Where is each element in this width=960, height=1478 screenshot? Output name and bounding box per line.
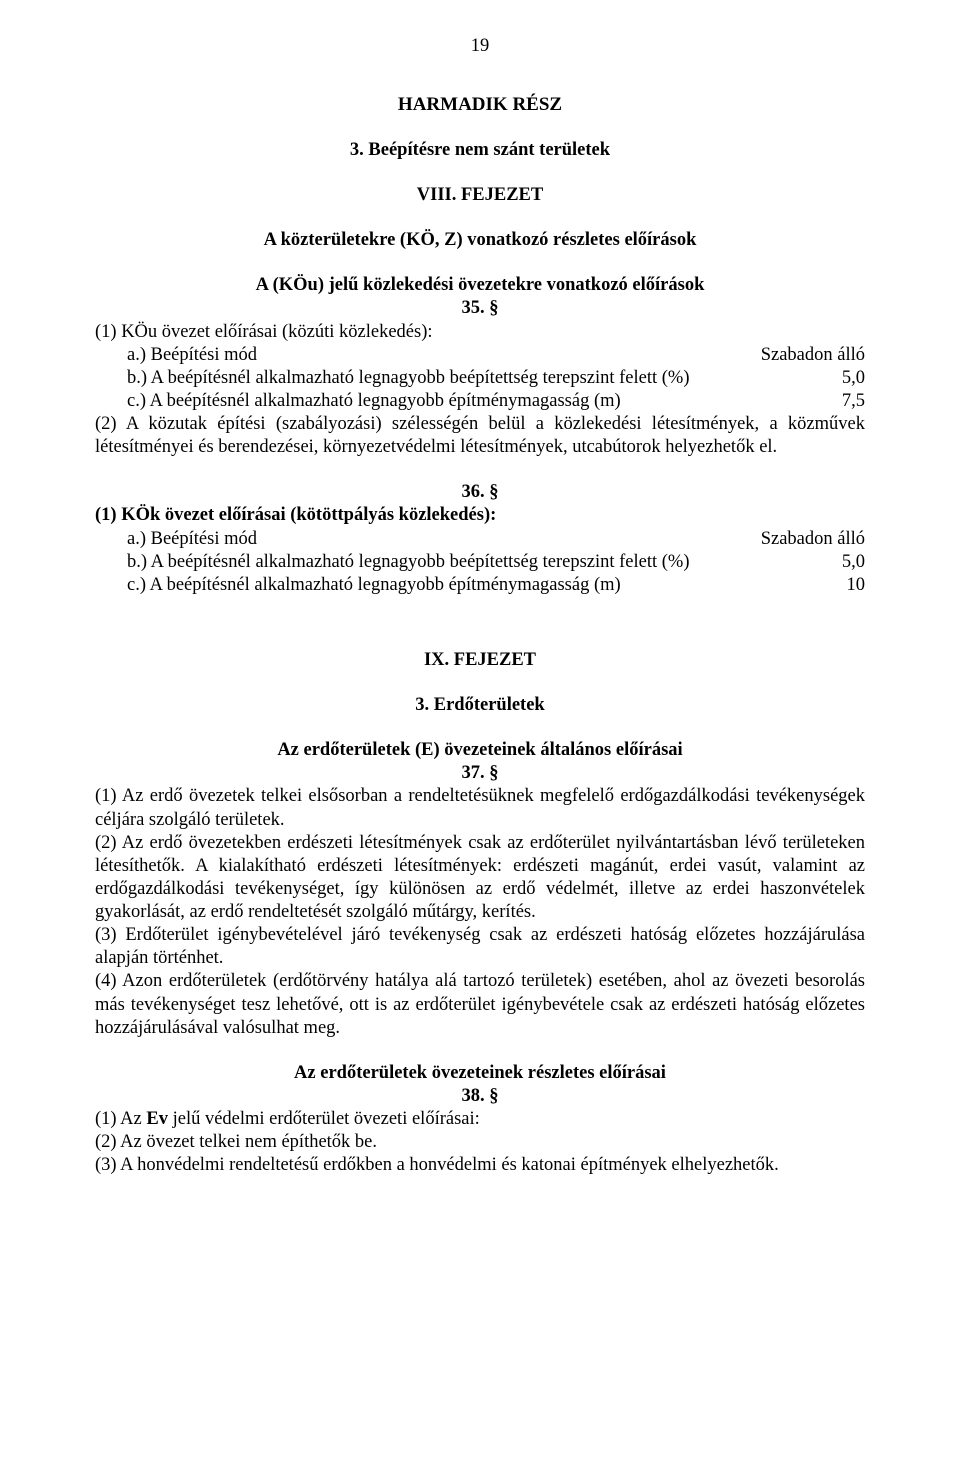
s37-p4: (4) Azon erdőterületek (erdőtörvény hatá… — [95, 970, 865, 1039]
section-38-number: 38. § — [95, 1085, 865, 1108]
section-35-number: 35. § — [95, 297, 865, 320]
s37-p2: (2) Az erdő övezetekben erdészeti létesí… — [95, 832, 865, 925]
section-37-number: 37. § — [95, 762, 865, 785]
heading-forest-detailed: Az erdőterületek övezeteinek részletes e… — [95, 1062, 865, 1085]
s35-a-row: a.) Beépítési mód Szabadon álló — [95, 344, 865, 367]
s38-p1-bold: Ev — [146, 1109, 168, 1129]
s36-b-value: 5,0 — [832, 551, 865, 574]
s35-a-label: a.) Beépítési mód — [127, 344, 751, 367]
s38-p1: (1) Az Ev jelű védelmi erdőterület öveze… — [95, 1108, 865, 1131]
heading-kou-zones: A (KÖu) jelű közlekedési övezetekre vona… — [95, 274, 865, 297]
s36-a-label: a.) Beépítési mód — [127, 528, 751, 551]
s35-c-row: c.) A beépítésnél alkalmazható legnagyob… — [95, 390, 865, 413]
s35-b-value: 5,0 — [832, 367, 865, 390]
s37-p3: (3) Erdőterület igénybevételével járó te… — [95, 924, 865, 970]
s38-p3: (3) A honvédelmi rendeltetésű erdőkben a… — [95, 1154, 865, 1177]
s35-p1: (1) KÖu övezet előírásai (közúti közleke… — [95, 321, 865, 344]
s35-b-row: b.) A beépítésnél alkalmazható legnagyob… — [95, 367, 865, 390]
s36-c-value: 10 — [837, 574, 866, 597]
page-number: 19 — [95, 35, 865, 58]
main-title: HARMADIK RÉSZ — [95, 93, 865, 117]
heading-public-areas: A közterületekre (KÖ, Z) vonatkozó részl… — [95, 229, 865, 252]
section-36-number: 36. § — [95, 481, 865, 504]
chapter-viii-title: VIII. FEJEZET — [95, 184, 865, 207]
sub-title-forests: 3. Erdőterületek — [95, 694, 865, 717]
s38-p1-prefix: (1) Az — [95, 1109, 146, 1129]
s36-c-label: c.) A beépítésnél alkalmazható legnagyob… — [127, 574, 837, 597]
s35-a-value: Szabadon álló — [751, 344, 865, 367]
s36-b-row: b.) A beépítésnél alkalmazható legnagyob… — [95, 551, 865, 574]
s38-p1-suffix: jelű védelmi erdőterület övezeti előírás… — [168, 1109, 480, 1129]
s35-b-label: b.) A beépítésnél alkalmazható legnagyob… — [127, 367, 832, 390]
sub-title: 3. Beépítésre nem szánt területek — [95, 139, 865, 162]
heading-forest-general: Az erdőterületek (E) övezeteinek általán… — [95, 739, 865, 762]
s37-p1: (1) Az erdő övezetek telkei elsősorban a… — [95, 785, 865, 831]
s36-a-value: Szabadon álló — [751, 528, 865, 551]
s38-p2: (2) Az övezet telkei nem építhetők be. — [95, 1131, 865, 1154]
s36-p1-text: (1) KÖk övezet előírásai (kötöttpályás k… — [95, 505, 496, 525]
chapter-ix-title: IX. FEJEZET — [95, 649, 865, 672]
s36-c-row: c.) A beépítésnél alkalmazható legnagyob… — [95, 574, 865, 597]
s36-a-row: a.) Beépítési mód Szabadon álló — [95, 528, 865, 551]
s35-c-value: 7,5 — [832, 390, 865, 413]
s36-b-label: b.) A beépítésnél alkalmazható legnagyob… — [127, 551, 832, 574]
s35-p2: (2) A közutak építési (szabályozási) szé… — [95, 413, 865, 459]
s35-c-label: c.) A beépítésnél alkalmazható legnagyob… — [127, 390, 832, 413]
s36-p1: (1) KÖk övezet előírásai (kötöttpályás k… — [95, 504, 865, 527]
